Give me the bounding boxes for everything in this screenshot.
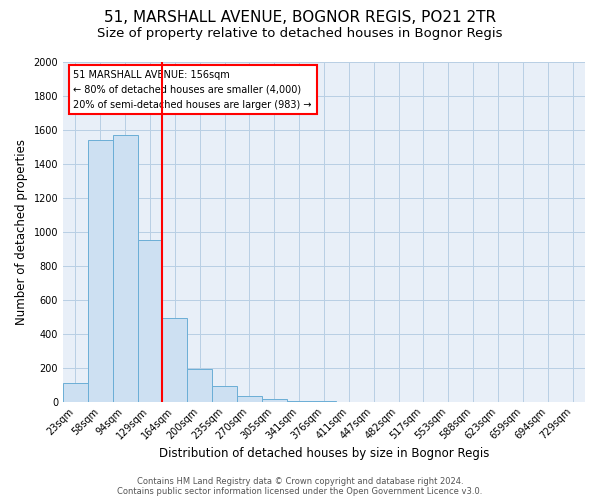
X-axis label: Distribution of detached houses by size in Bognor Regis: Distribution of detached houses by size … [159, 447, 489, 460]
Text: Contains HM Land Registry data © Crown copyright and database right 2024.
Contai: Contains HM Land Registry data © Crown c… [118, 476, 482, 496]
Bar [187, 370, 212, 402]
Text: Size of property relative to detached houses in Bognor Regis: Size of property relative to detached ho… [97, 28, 503, 40]
Bar [63, 383, 88, 402]
Bar [212, 386, 237, 402]
Y-axis label: Number of detached properties: Number of detached properties [15, 138, 28, 324]
Text: 51, MARSHALL AVENUE, BOGNOR REGIS, PO21 2TR: 51, MARSHALL AVENUE, BOGNOR REGIS, PO21 … [104, 10, 496, 25]
Text: 51 MARSHALL AVENUE: 156sqm
← 80% of detached houses are smaller (4,000)
20% of s: 51 MARSHALL AVENUE: 156sqm ← 80% of deta… [73, 70, 312, 110]
Bar [262, 399, 287, 402]
Bar [137, 240, 163, 402]
Bar [88, 140, 113, 402]
Bar [287, 401, 311, 402]
Bar [113, 136, 137, 402]
Bar [163, 318, 187, 402]
Bar [237, 396, 262, 402]
